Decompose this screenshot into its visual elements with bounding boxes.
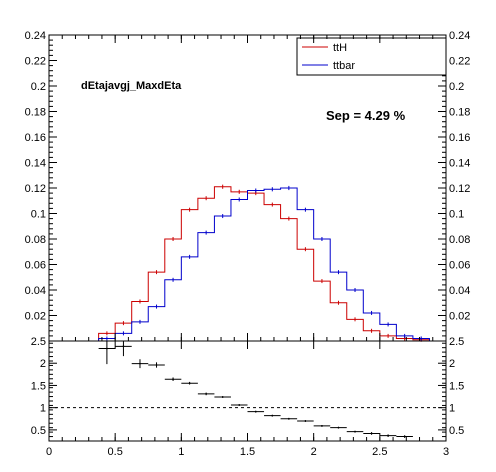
top-y-tick-label-right: 0.24 [449, 30, 470, 42]
top-y-tick-label-right: 0.16 [449, 132, 470, 144]
top-y-tick-label-right: 0.04 [449, 285, 470, 297]
legend-label-ttbar: ttbar [333, 60, 355, 72]
top-y-tick-label-left: 0.06 [25, 260, 46, 272]
ratio-point-marker [254, 410, 257, 413]
legend-label-tth: ttH [333, 42, 347, 54]
top-y-tick-label-left: 0.12 [25, 183, 46, 195]
legend: ttH ttbar [296, 37, 447, 76]
top-y-tick-label-left: 0.24 [25, 30, 46, 42]
top-y-tick-label-left: 0.18 [25, 107, 46, 119]
x-axis-ticks: 0 0.5 1 1.5 2 2.5 3 [46, 35, 449, 458]
top-y-tick-label-left: 0.1 [31, 209, 46, 221]
top-y-tick-label-right: 0.02 [449, 311, 470, 323]
ratio-point-marker [354, 430, 356, 433]
ratio-panel-frame [48, 340, 447, 442]
bottom-y-tick-label-right: 2 [449, 358, 455, 370]
top-y-tick-label-right: 0.06 [449, 260, 470, 272]
x-tick-label: 0.5 [108, 446, 123, 458]
top-y-tick-label-left: 0.04 [25, 285, 46, 297]
ratio-point-marker [105, 347, 108, 350]
x-tick-label: 2.5 [372, 446, 387, 458]
distribution-panel: 0.02 0.02 0.04 0.04 0.06 0.06 0.08 0.08 0.1 0.1 0.… [25, 30, 470, 342]
ratio-point-marker [370, 432, 373, 435]
ratio-point-marker [304, 420, 307, 422]
ratio-point-marker [188, 382, 191, 385]
ratio-point-marker [238, 404, 241, 406]
top-y-tick-label-left: 0.22 [25, 56, 46, 68]
bottom-y-tick-label-left: 2.5 [31, 336, 46, 348]
top-y-axis-ticks: 0.02 0.02 0.04 0.04 0.06 0.06 0.08 0.08 0.1 0.1 0.… [25, 30, 470, 337]
bottom-y-tick-label-left: 1 [40, 403, 46, 415]
bottom-y-tick-label-left: 0.5 [31, 425, 46, 437]
top-y-tick-label-left: 0.14 [25, 158, 46, 170]
ratio-point-marker [403, 435, 406, 438]
bottom-y-tick-label-right: 1.5 [449, 380, 464, 392]
bottom-y-tick-label-right: 0.5 [449, 425, 464, 437]
ratio-point-marker [221, 396, 224, 398]
legend-box [296, 37, 447, 76]
top-y-tick-label-right: 0.22 [449, 56, 470, 68]
top-y-tick-label-right: 0.1 [449, 209, 464, 221]
bottom-y-tick-label-right: 2.5 [449, 336, 464, 348]
ratio-point-marker [205, 392, 208, 395]
top-y-tick-label-right: 0.12 [449, 183, 470, 195]
ratio-point-marker [155, 364, 158, 366]
top-y-tick-label-right: 0.14 [449, 158, 470, 170]
x-tick-label: 0 [46, 446, 52, 458]
top-y-tick-label-right: 0.08 [449, 234, 470, 246]
bottom-y-tick-label-left: 1.5 [31, 380, 46, 392]
ratio-point-marker [337, 426, 340, 429]
x-tick-label: 1.5 [240, 446, 255, 458]
ratio-point-marker [321, 424, 323, 427]
x-tick-label: 3 [443, 446, 449, 458]
histogram-title: dEtajavgj_MaxdEta [81, 80, 182, 92]
top-y-tick-label-right: 0.18 [449, 107, 470, 119]
ratio-point-marker [139, 362, 141, 365]
ratio-point-marker [172, 378, 174, 381]
ratio-point-marker [287, 417, 290, 420]
bottom-y-tick-label-right: 1 [449, 403, 455, 415]
bottom-y-tick-label-left: 2 [40, 358, 46, 370]
top-y-tick-label-right: 0.2 [449, 81, 464, 93]
ratio-panel: 0.5 0.51 11.5 1.52 22.5 2.5 0 0.5 1 1.5 2 2.5 3 [31, 35, 464, 458]
x-tick-label: 2 [311, 446, 317, 458]
ratio-points-group [98, 341, 413, 438]
top-y-tick-label-left: 0.16 [25, 132, 46, 144]
top-y-tick-label-left: 0.02 [25, 311, 46, 323]
x-tick-label: 1 [178, 446, 184, 458]
ratio-point-marker [271, 414, 274, 417]
top-y-tick-label-left: 0.08 [25, 234, 46, 246]
ratio-point-marker [122, 345, 125, 348]
top-y-tick-label-left: 0.2 [31, 81, 46, 93]
ratio-point-marker [387, 434, 390, 437]
bottom-y-axis-ticks: 0.5 0.5 1 1 1.5 1.5 2 2 2.5 2.5 [31, 336, 464, 442]
separation-annotation: Sep = 4.29 % [326, 108, 406, 123]
